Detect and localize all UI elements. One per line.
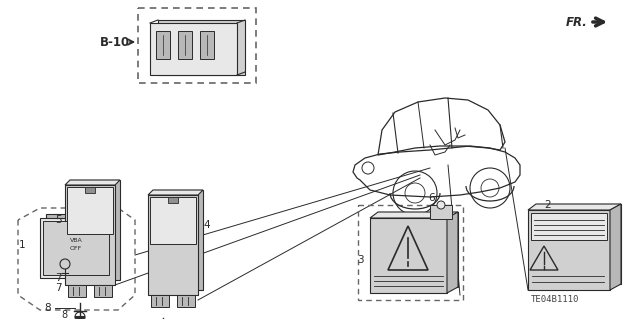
Text: TE04B1110: TE04B1110 xyxy=(531,295,579,305)
Circle shape xyxy=(437,201,445,209)
Polygon shape xyxy=(447,212,458,293)
Text: 8: 8 xyxy=(62,310,68,319)
FancyBboxPatch shape xyxy=(67,187,113,234)
FancyBboxPatch shape xyxy=(94,285,112,297)
FancyBboxPatch shape xyxy=(68,285,86,297)
Text: 8: 8 xyxy=(45,303,51,313)
FancyBboxPatch shape xyxy=(150,23,237,75)
Text: 7: 7 xyxy=(54,273,61,283)
FancyBboxPatch shape xyxy=(148,195,198,295)
Text: FR.: FR. xyxy=(565,17,587,29)
Text: OFF: OFF xyxy=(70,246,82,250)
FancyBboxPatch shape xyxy=(43,221,109,275)
FancyBboxPatch shape xyxy=(531,213,607,240)
FancyBboxPatch shape xyxy=(150,197,196,244)
Bar xyxy=(138,8,256,83)
Text: 3: 3 xyxy=(356,255,364,265)
FancyBboxPatch shape xyxy=(200,31,214,59)
FancyBboxPatch shape xyxy=(168,197,178,203)
Text: VBA: VBA xyxy=(70,238,83,242)
FancyBboxPatch shape xyxy=(178,31,192,59)
Text: 7: 7 xyxy=(54,283,61,293)
FancyBboxPatch shape xyxy=(430,205,452,219)
FancyBboxPatch shape xyxy=(85,187,95,193)
FancyBboxPatch shape xyxy=(151,295,169,307)
Polygon shape xyxy=(65,180,120,185)
FancyBboxPatch shape xyxy=(370,218,447,293)
Text: 6: 6 xyxy=(429,193,435,203)
FancyBboxPatch shape xyxy=(378,212,458,287)
FancyBboxPatch shape xyxy=(40,218,112,278)
Polygon shape xyxy=(528,204,621,210)
FancyBboxPatch shape xyxy=(158,20,245,75)
Text: 5: 5 xyxy=(54,215,61,225)
FancyBboxPatch shape xyxy=(70,180,120,280)
Text: 1: 1 xyxy=(19,240,26,250)
FancyBboxPatch shape xyxy=(153,190,203,290)
Bar xyxy=(358,205,463,300)
FancyBboxPatch shape xyxy=(177,295,195,307)
FancyBboxPatch shape xyxy=(156,31,170,59)
FancyBboxPatch shape xyxy=(528,210,610,290)
FancyBboxPatch shape xyxy=(46,214,118,274)
FancyBboxPatch shape xyxy=(536,204,621,284)
Text: 4: 4 xyxy=(204,220,211,230)
FancyBboxPatch shape xyxy=(65,185,115,285)
Text: 2: 2 xyxy=(545,200,551,210)
Polygon shape xyxy=(610,204,621,290)
Polygon shape xyxy=(370,212,458,218)
Text: B-10: B-10 xyxy=(100,35,130,48)
Polygon shape xyxy=(148,190,203,195)
